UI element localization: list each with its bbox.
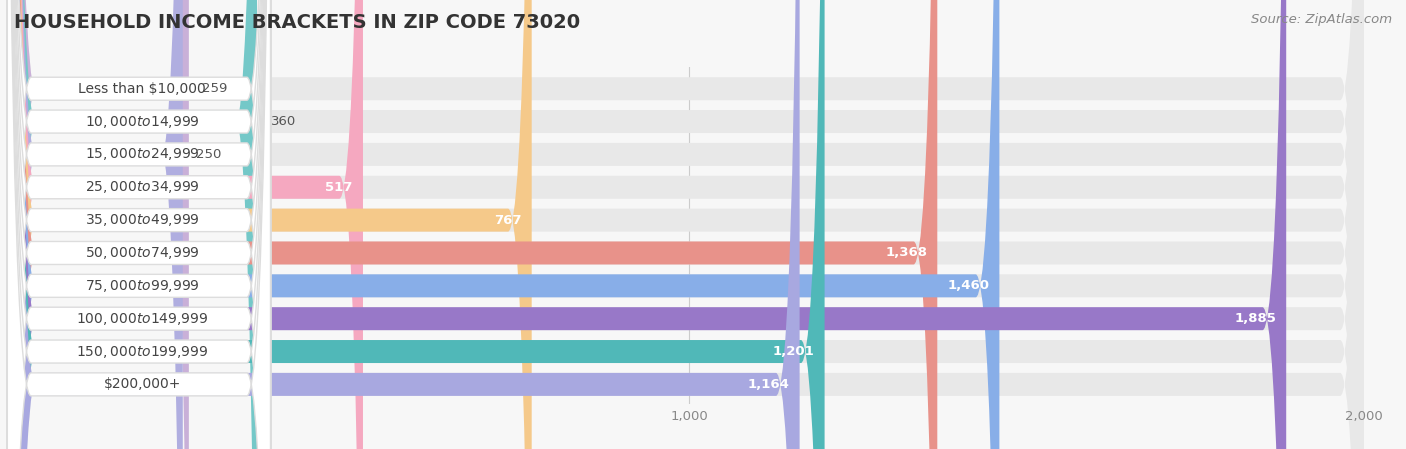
FancyBboxPatch shape [7,0,270,449]
FancyBboxPatch shape [7,0,270,449]
FancyBboxPatch shape [7,0,270,449]
Text: 1,164: 1,164 [748,378,790,391]
FancyBboxPatch shape [14,0,1286,449]
FancyBboxPatch shape [14,0,531,449]
FancyBboxPatch shape [14,0,824,449]
FancyBboxPatch shape [14,0,938,449]
FancyBboxPatch shape [14,0,1364,449]
Text: $15,000 to $24,999: $15,000 to $24,999 [84,146,200,163]
FancyBboxPatch shape [14,0,1364,449]
FancyBboxPatch shape [7,0,270,449]
FancyBboxPatch shape [14,0,1364,449]
FancyBboxPatch shape [7,0,270,449]
Text: 360: 360 [270,115,295,128]
FancyBboxPatch shape [14,0,1364,449]
Text: 1,885: 1,885 [1234,312,1277,325]
Text: 250: 250 [197,148,222,161]
FancyBboxPatch shape [14,0,1364,449]
Text: Less than $10,000: Less than $10,000 [79,82,207,96]
Text: 1,368: 1,368 [886,247,927,260]
Text: $75,000 to $99,999: $75,000 to $99,999 [84,278,200,294]
Text: HOUSEHOLD INCOME BRACKETS IN ZIP CODE 73020: HOUSEHOLD INCOME BRACKETS IN ZIP CODE 73… [14,13,581,32]
Text: $150,000 to $199,999: $150,000 to $199,999 [76,343,208,360]
FancyBboxPatch shape [14,0,257,449]
Text: $200,000+: $200,000+ [104,378,181,392]
FancyBboxPatch shape [7,0,270,449]
FancyBboxPatch shape [14,0,183,449]
FancyBboxPatch shape [14,0,1364,449]
Text: Source: ZipAtlas.com: Source: ZipAtlas.com [1251,13,1392,26]
Text: 259: 259 [202,82,228,95]
FancyBboxPatch shape [14,0,1364,449]
FancyBboxPatch shape [7,0,270,449]
Text: $25,000 to $34,999: $25,000 to $34,999 [84,179,200,195]
FancyBboxPatch shape [14,0,1364,449]
FancyBboxPatch shape [7,0,270,449]
FancyBboxPatch shape [7,0,270,449]
Text: 1,460: 1,460 [948,279,990,292]
FancyBboxPatch shape [14,0,1000,449]
FancyBboxPatch shape [14,0,363,449]
FancyBboxPatch shape [14,0,1364,449]
FancyBboxPatch shape [7,0,270,449]
FancyBboxPatch shape [14,0,800,449]
Text: $100,000 to $149,999: $100,000 to $149,999 [76,311,208,327]
Text: $10,000 to $14,999: $10,000 to $14,999 [84,114,200,130]
Text: $35,000 to $49,999: $35,000 to $49,999 [84,212,200,228]
FancyBboxPatch shape [14,0,188,449]
Text: 1,201: 1,201 [773,345,814,358]
Text: $50,000 to $74,999: $50,000 to $74,999 [84,245,200,261]
Text: 767: 767 [494,214,522,227]
Text: 517: 517 [325,181,353,194]
FancyBboxPatch shape [14,0,1364,449]
